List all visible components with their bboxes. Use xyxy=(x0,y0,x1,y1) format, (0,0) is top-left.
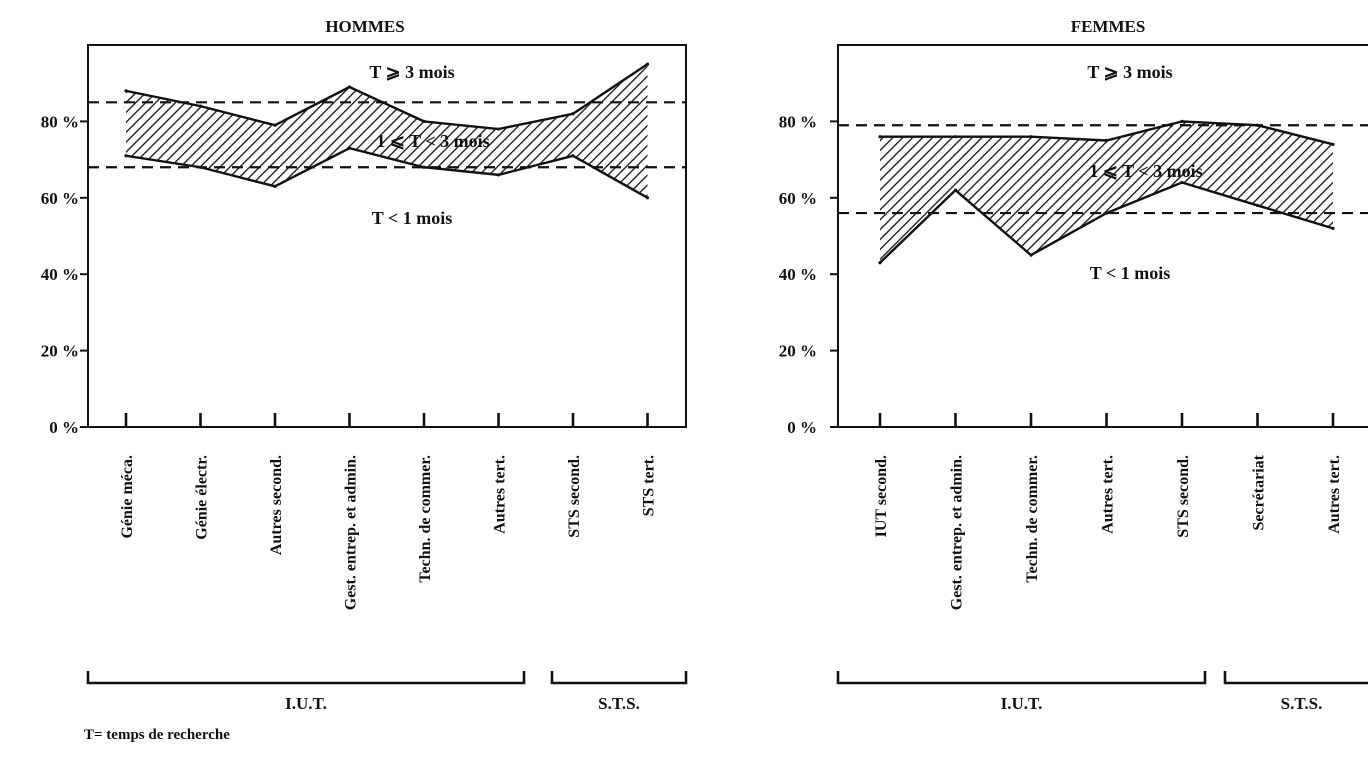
data-point xyxy=(1331,226,1335,230)
label-band: 1 ⩽ T < 3 mois xyxy=(1089,161,1202,181)
y-tick-label: 0 % xyxy=(49,418,79,437)
x-category-label: STS second. xyxy=(1175,455,1192,538)
data-point xyxy=(1104,138,1109,143)
data-point xyxy=(1029,253,1033,257)
data-point xyxy=(124,89,128,93)
data-point xyxy=(1331,142,1335,146)
label-band: 1 ⩽ T < 3 mois xyxy=(376,131,489,151)
x-category-label: Techn. de commer. xyxy=(417,455,434,583)
group-label: S.T.S. xyxy=(1281,694,1323,713)
x-category-label: Gest. entrep. et admin. xyxy=(343,455,360,610)
x-category-label: Techn. de commer. xyxy=(1024,455,1041,583)
data-point xyxy=(1255,203,1260,208)
y-tick-label: 0 % xyxy=(787,418,817,437)
x-category-label: Secrétariat xyxy=(1251,454,1268,530)
chart-title: FEMMES xyxy=(1071,17,1146,36)
hatched-band xyxy=(126,64,648,198)
data-point xyxy=(1104,211,1109,215)
x-category-label: Gest. entrep. et admin. xyxy=(949,455,966,610)
plot-frame xyxy=(87,44,687,428)
data-point xyxy=(953,188,958,192)
band-bottom-line xyxy=(125,146,649,199)
chart-hommes: HOMMES 80 % 60 % 40 % 20 % 0 % T ⩾ 3 mois 1 ⩽ T… xyxy=(41,17,688,713)
data-point xyxy=(1029,135,1033,139)
data-point xyxy=(347,85,352,89)
data-point xyxy=(347,146,352,150)
group-bracket xyxy=(86,671,526,685)
data-point xyxy=(571,112,575,116)
group-label: S.T.S. xyxy=(598,694,640,713)
x-category-label: IUT second. xyxy=(873,455,890,537)
data-point xyxy=(496,127,501,131)
y-tick-label: 20 % xyxy=(41,342,79,361)
y-tick-label: 40 % xyxy=(779,265,817,284)
x-category-label: Génie électr. xyxy=(194,455,211,540)
data-point xyxy=(645,196,650,200)
label-above-band: T ⩾ 3 mois xyxy=(1087,62,1172,82)
footnote: T= temps de recherche xyxy=(84,727,230,743)
x-category-label: STS second. xyxy=(566,455,583,538)
data-point xyxy=(953,135,958,139)
hatched-band xyxy=(880,121,1333,263)
group-label: I.U.T. xyxy=(1001,694,1043,713)
data-point xyxy=(124,154,128,158)
data-point xyxy=(198,104,203,108)
group-bracket xyxy=(1223,671,1368,685)
chart-title: HOMMES xyxy=(325,17,404,36)
plot-frame xyxy=(837,44,1368,428)
data-point xyxy=(273,123,277,127)
y-tick-label: 20 % xyxy=(779,342,817,361)
x-category-label: STS tert. xyxy=(641,455,658,516)
data-point xyxy=(496,173,501,177)
data-point xyxy=(645,62,650,66)
x-category-label: Autres tert. xyxy=(1100,455,1117,534)
label-above-band: T ⩾ 3 mois xyxy=(369,62,454,82)
data-point xyxy=(878,135,882,139)
x-category-label: Autres tert. xyxy=(492,455,509,534)
data-point xyxy=(422,165,426,169)
y-tick-label: 60 % xyxy=(41,189,79,208)
x-category-label: Génie méca. xyxy=(119,455,136,539)
y-tick-label: 40 % xyxy=(41,265,79,284)
data-point xyxy=(1180,119,1184,123)
y-tick-label: 60 % xyxy=(779,189,817,208)
band-top-line xyxy=(125,63,649,131)
x-category-label: Autres second. xyxy=(268,455,285,555)
data-point xyxy=(571,154,575,158)
group-label: I.U.T. xyxy=(285,694,327,713)
data-point xyxy=(1180,180,1184,185)
chart-femmes: FEMMES 80 % 60 % 40 % 20 % 0 % T ⩾ 3 mois 1 ⩽ T… xyxy=(779,17,1368,713)
data-point xyxy=(422,119,426,123)
group-bracket xyxy=(836,671,1207,685)
label-below-band: T < 1 mois xyxy=(372,208,452,228)
label-below-band: T < 1 mois xyxy=(1090,263,1170,283)
group-bracket xyxy=(550,671,688,685)
x-category-label: Autres tert. xyxy=(1326,455,1343,534)
data-point xyxy=(273,184,277,188)
y-tick-label: 80 % xyxy=(41,112,79,131)
data-point xyxy=(878,261,882,265)
y-tick-label: 80 % xyxy=(779,112,817,131)
